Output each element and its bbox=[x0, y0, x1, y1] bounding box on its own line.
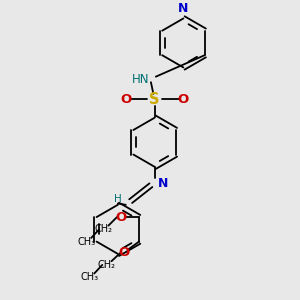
Text: O: O bbox=[115, 211, 126, 224]
Text: O: O bbox=[178, 93, 189, 106]
Text: N: N bbox=[178, 2, 189, 15]
Text: CH₂: CH₂ bbox=[98, 260, 116, 270]
Text: CH₃: CH₃ bbox=[80, 272, 98, 282]
Text: HN: HN bbox=[132, 73, 150, 85]
Text: N: N bbox=[158, 178, 168, 190]
Text: O: O bbox=[120, 93, 131, 106]
Text: H: H bbox=[114, 194, 122, 204]
Text: CH₂: CH₂ bbox=[94, 224, 112, 234]
Text: S: S bbox=[149, 92, 160, 107]
Text: CH₃: CH₃ bbox=[77, 237, 95, 247]
Text: O: O bbox=[118, 246, 129, 259]
